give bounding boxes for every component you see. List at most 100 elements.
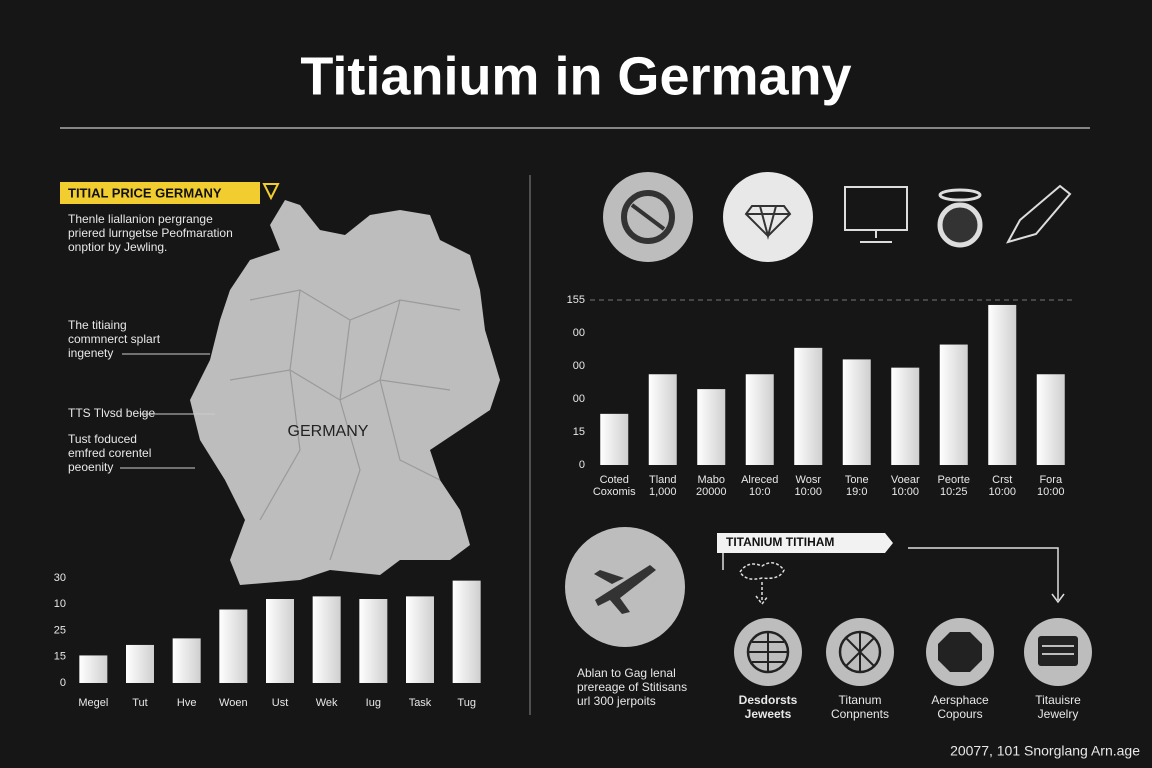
y-tick-label: 15 — [573, 426, 585, 438]
x-tick-label: Task — [409, 697, 432, 709]
icon — [845, 632, 875, 672]
cloud-icon — [739, 562, 785, 606]
x-tick-label: Fora — [1039, 474, 1063, 486]
icon-circle — [723, 172, 813, 262]
y-tick-label: 0 — [579, 459, 585, 471]
x-tick-label: Crst — [992, 474, 1012, 486]
y-tick-label: 0 — [60, 677, 66, 689]
x-tick-sublabel: 10:0 — [749, 486, 770, 498]
arrow — [885, 533, 893, 553]
flow-label: TITANIUM TITIHAM — [726, 535, 834, 549]
x-tick-sublabel: 20000 — [696, 486, 727, 498]
bar — [939, 344, 968, 465]
x-tick-sublabel: 10:25 — [940, 486, 968, 498]
icon — [1005, 184, 1072, 244]
use-label: Titanum — [839, 693, 882, 707]
panel-label: TITIAL PRICE GERMANY — [68, 185, 222, 200]
caption: prereage of Stitisans — [577, 680, 687, 694]
bar — [172, 638, 201, 683]
x-tick-label: Tland — [649, 474, 677, 486]
bar — [891, 367, 920, 465]
icon — [630, 203, 666, 231]
map — [190, 200, 500, 585]
bar — [406, 596, 434, 683]
description: priered lurngetse Peofmaration — [68, 226, 233, 240]
bar — [1036, 374, 1065, 465]
x-tick-label: Iug — [366, 697, 381, 709]
use-label: Conpnents — [831, 707, 889, 721]
bar — [219, 609, 248, 683]
icon — [938, 632, 982, 672]
x-tick-sublabel: 10:00 — [794, 486, 822, 498]
use-label: Jeweets — [745, 707, 792, 721]
x-tick-label: Tug — [457, 697, 476, 709]
icon — [748, 632, 788, 672]
bar — [988, 304, 1017, 465]
y-tick-label: 00 — [573, 393, 585, 405]
bar — [359, 599, 388, 683]
description: onptior by Jewling. — [68, 240, 167, 254]
bar — [600, 413, 629, 465]
description: Thenle liallanion pergrange — [68, 212, 213, 226]
x-tick-label: Tut — [132, 697, 148, 709]
bar — [648, 374, 677, 465]
annotation: commnerct splart — [68, 332, 161, 346]
caption: url 300 jerpoits — [577, 694, 656, 708]
y-tick-label: 00 — [573, 327, 585, 339]
bar — [745, 374, 774, 465]
annotation: peoenity — [68, 460, 113, 474]
bar — [697, 389, 726, 465]
y-tick-label: 155 — [567, 294, 585, 306]
x-tick-sublabel: Coxomis — [593, 486, 636, 498]
label-box — [60, 182, 260, 204]
annotation: ingenety — [68, 346, 113, 360]
icon — [744, 205, 792, 240]
bar — [266, 599, 294, 683]
icons — [603, 172, 1072, 262]
bar — [126, 644, 154, 683]
y-tick-label: 30 — [54, 572, 66, 584]
x-tick-label: Woen — [219, 697, 248, 709]
use-label: Copours — [937, 707, 982, 721]
bar — [794, 347, 823, 465]
x-tick-label: Wosr — [796, 474, 822, 486]
use-label: Aersphace — [931, 693, 989, 707]
x-tick-sublabel: 10:00 — [1037, 486, 1065, 498]
icon — [1038, 636, 1078, 666]
state-borders — [229, 289, 461, 561]
x-tick-label: Megel — [78, 697, 108, 709]
icon — [1042, 645, 1074, 655]
x-tick-sublabel: 10:00 — [988, 486, 1016, 498]
y-tick-label: 25 — [54, 624, 66, 636]
x-tick-label: Coted — [600, 474, 629, 486]
plane-icon — [594, 565, 656, 614]
use-icons — [734, 618, 1092, 686]
x-tick-label: Hve — [177, 697, 197, 709]
use-label: Desdorsts — [739, 693, 798, 707]
bar — [79, 655, 108, 683]
icon — [860, 230, 892, 243]
y-tick-label: 15 — [54, 651, 66, 663]
y-tick-label: 10 — [54, 598, 66, 610]
x-tick-label: Tone — [845, 474, 869, 486]
annotation: Tust foduced — [68, 432, 137, 446]
icon — [937, 202, 983, 248]
bar — [842, 359, 871, 465]
use-label: Jewelry — [1038, 707, 1079, 721]
flow-line — [722, 547, 1065, 604]
footer: 20077, 101 Snorglang Arn.age — [950, 743, 1140, 759]
x-tick-sublabel: 10:00 — [891, 486, 919, 498]
x-tick-label: Peorte — [938, 474, 970, 486]
use-label: Titauisre — [1035, 693, 1081, 707]
icon — [938, 188, 982, 202]
annotation: The titiaing — [68, 318, 127, 332]
icon — [262, 183, 280, 201]
annotation: emfred corentel — [68, 446, 151, 460]
x-tick-sublabel: 1,000 — [649, 486, 677, 498]
x-tick-label: Mabo — [697, 474, 725, 486]
annotation: TTS Tlvsd beige — [68, 406, 155, 420]
x-tick-sublabel: 19:0 — [846, 486, 867, 498]
bar — [312, 596, 341, 683]
map-label: GERMANY — [288, 423, 369, 440]
